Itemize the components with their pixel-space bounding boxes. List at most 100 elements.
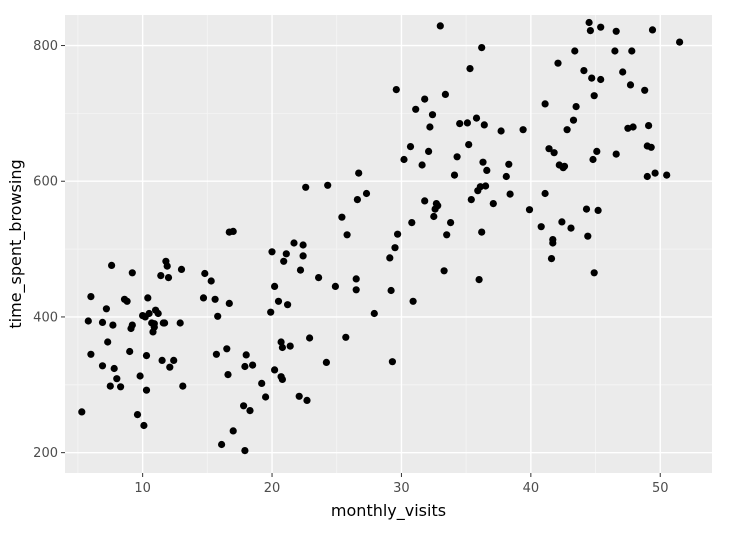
scatter-point — [136, 372, 144, 380]
scatter-point — [302, 183, 310, 191]
scatter-point — [278, 375, 286, 383]
scatter-point — [453, 153, 461, 161]
scatter-point — [295, 392, 303, 400]
scatter-point — [229, 427, 237, 435]
scatter-point — [628, 47, 636, 55]
scatter-point — [166, 363, 174, 371]
scatter-point — [274, 297, 283, 305]
scatter-point — [563, 126, 571, 134]
scatter-point — [463, 119, 471, 127]
scatter-point — [271, 282, 279, 290]
scatter-point — [303, 396, 311, 404]
scatter-point — [443, 231, 451, 239]
scatter-point — [108, 261, 116, 269]
scatter-point — [571, 47, 579, 55]
scatter-point — [647, 143, 655, 151]
y-tick-label: 200 — [33, 446, 58, 461]
scatter-point — [262, 393, 270, 401]
scatter-point — [98, 362, 107, 370]
scatter-point — [497, 127, 505, 135]
scatter-point — [580, 67, 588, 75]
scatter-point — [648, 26, 657, 34]
scatter-point — [597, 75, 605, 84]
scatter-point — [558, 218, 566, 226]
panel-background — [65, 15, 712, 473]
minor-grid — [65, 15, 712, 473]
scatter-point — [478, 228, 486, 236]
y-axis-title: time_spent_browsing — [6, 159, 26, 328]
scatter-point — [409, 297, 417, 305]
scatter-point — [331, 282, 339, 290]
scatter-point — [110, 364, 118, 373]
scatter-point — [434, 202, 442, 210]
y-tick-label: 400 — [33, 310, 58, 325]
scatter-point — [84, 317, 92, 325]
scatter-point — [588, 74, 596, 82]
scatter-point — [394, 230, 402, 238]
scatter-point — [286, 342, 294, 350]
scatter-point — [338, 213, 346, 221]
scatter-point — [144, 294, 152, 302]
scatter-point — [158, 356, 166, 364]
scatter-point — [541, 189, 549, 198]
scatter-point — [179, 382, 187, 390]
scatter-point — [582, 205, 591, 213]
scatter-point — [585, 18, 593, 27]
scatter-point — [126, 347, 134, 356]
scatter-point — [418, 161, 426, 169]
axis-ticks — [61, 45, 661, 477]
scatter-point — [104, 338, 112, 346]
y-tick-label: 600 — [33, 175, 58, 190]
scatter-point — [629, 123, 637, 131]
scatter-point — [133, 411, 142, 419]
scatter-point — [475, 276, 483, 284]
scatter-point — [87, 350, 95, 358]
scatter-point — [242, 351, 250, 359]
scatter-point — [214, 312, 222, 320]
scatter-point — [157, 272, 165, 280]
scatter-point — [593, 147, 601, 155]
scatter-point — [483, 166, 491, 174]
scatter-point — [199, 294, 208, 302]
scatter-point — [241, 447, 249, 455]
scatter-point — [343, 231, 351, 239]
scatter-point — [391, 244, 399, 252]
scatter-point — [392, 86, 400, 94]
scatter-point — [467, 196, 475, 204]
scatter-point — [212, 350, 220, 358]
scatter-point — [480, 121, 488, 129]
scatter-point — [590, 269, 598, 277]
scatter-point — [641, 86, 649, 94]
scatter-point — [619, 68, 627, 76]
scatter-point — [572, 103, 580, 111]
scatter-point — [324, 181, 332, 189]
scatter-point — [78, 408, 86, 416]
scatter-point — [229, 227, 237, 235]
scatter-point — [541, 100, 549, 108]
scatter-point — [645, 122, 653, 130]
scatter-point — [428, 111, 437, 119]
x-tick-label: 30 — [393, 481, 410, 496]
scatter-point — [123, 297, 131, 305]
scatter-point — [441, 90, 449, 98]
y-tick-label: 800 — [33, 39, 58, 54]
scatter-point — [612, 27, 620, 35]
scatter-point — [218, 440, 226, 449]
scatter-point — [479, 158, 487, 166]
scatter-point — [560, 162, 569, 170]
scatter-point — [406, 143, 415, 151]
scatter-point — [128, 321, 136, 329]
scatter-point — [353, 196, 361, 204]
scatter-point — [472, 114, 481, 122]
scatter-point — [408, 219, 416, 227]
scatter-point — [387, 286, 395, 295]
scatter-point — [425, 147, 433, 155]
scatter-point — [249, 361, 257, 369]
scatter-point — [223, 345, 231, 353]
scatter-point — [569, 116, 578, 124]
scatter-point — [502, 172, 510, 181]
x-axis-title: monthly_visits — [331, 501, 446, 521]
x-tick-label: 40 — [523, 481, 540, 496]
scatter-point — [676, 38, 684, 46]
